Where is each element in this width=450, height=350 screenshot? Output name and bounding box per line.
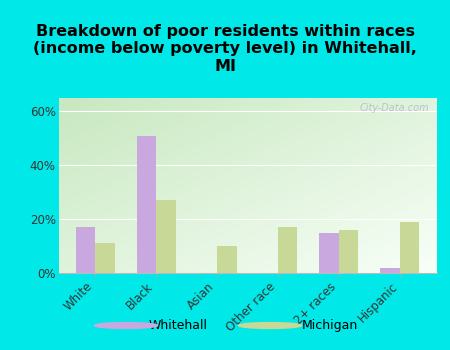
Bar	[156, 200, 176, 273]
Bar	[136, 136, 156, 273]
Bar	[320, 233, 339, 273]
Bar	[217, 246, 237, 273]
Bar	[400, 222, 419, 273]
Bar	[76, 227, 95, 273]
Text: City-Data.com: City-Data.com	[359, 103, 429, 113]
Bar	[278, 227, 297, 273]
Text: Whitehall: Whitehall	[148, 319, 207, 332]
Bar	[339, 230, 359, 273]
Bar	[95, 243, 115, 273]
Bar	[380, 268, 400, 273]
Circle shape	[238, 323, 302, 328]
Text: Breakdown of poor residents within races
(income below poverty level) in Whiteha: Breakdown of poor residents within races…	[33, 24, 417, 74]
Circle shape	[94, 323, 158, 328]
Text: Michigan: Michigan	[302, 319, 358, 332]
